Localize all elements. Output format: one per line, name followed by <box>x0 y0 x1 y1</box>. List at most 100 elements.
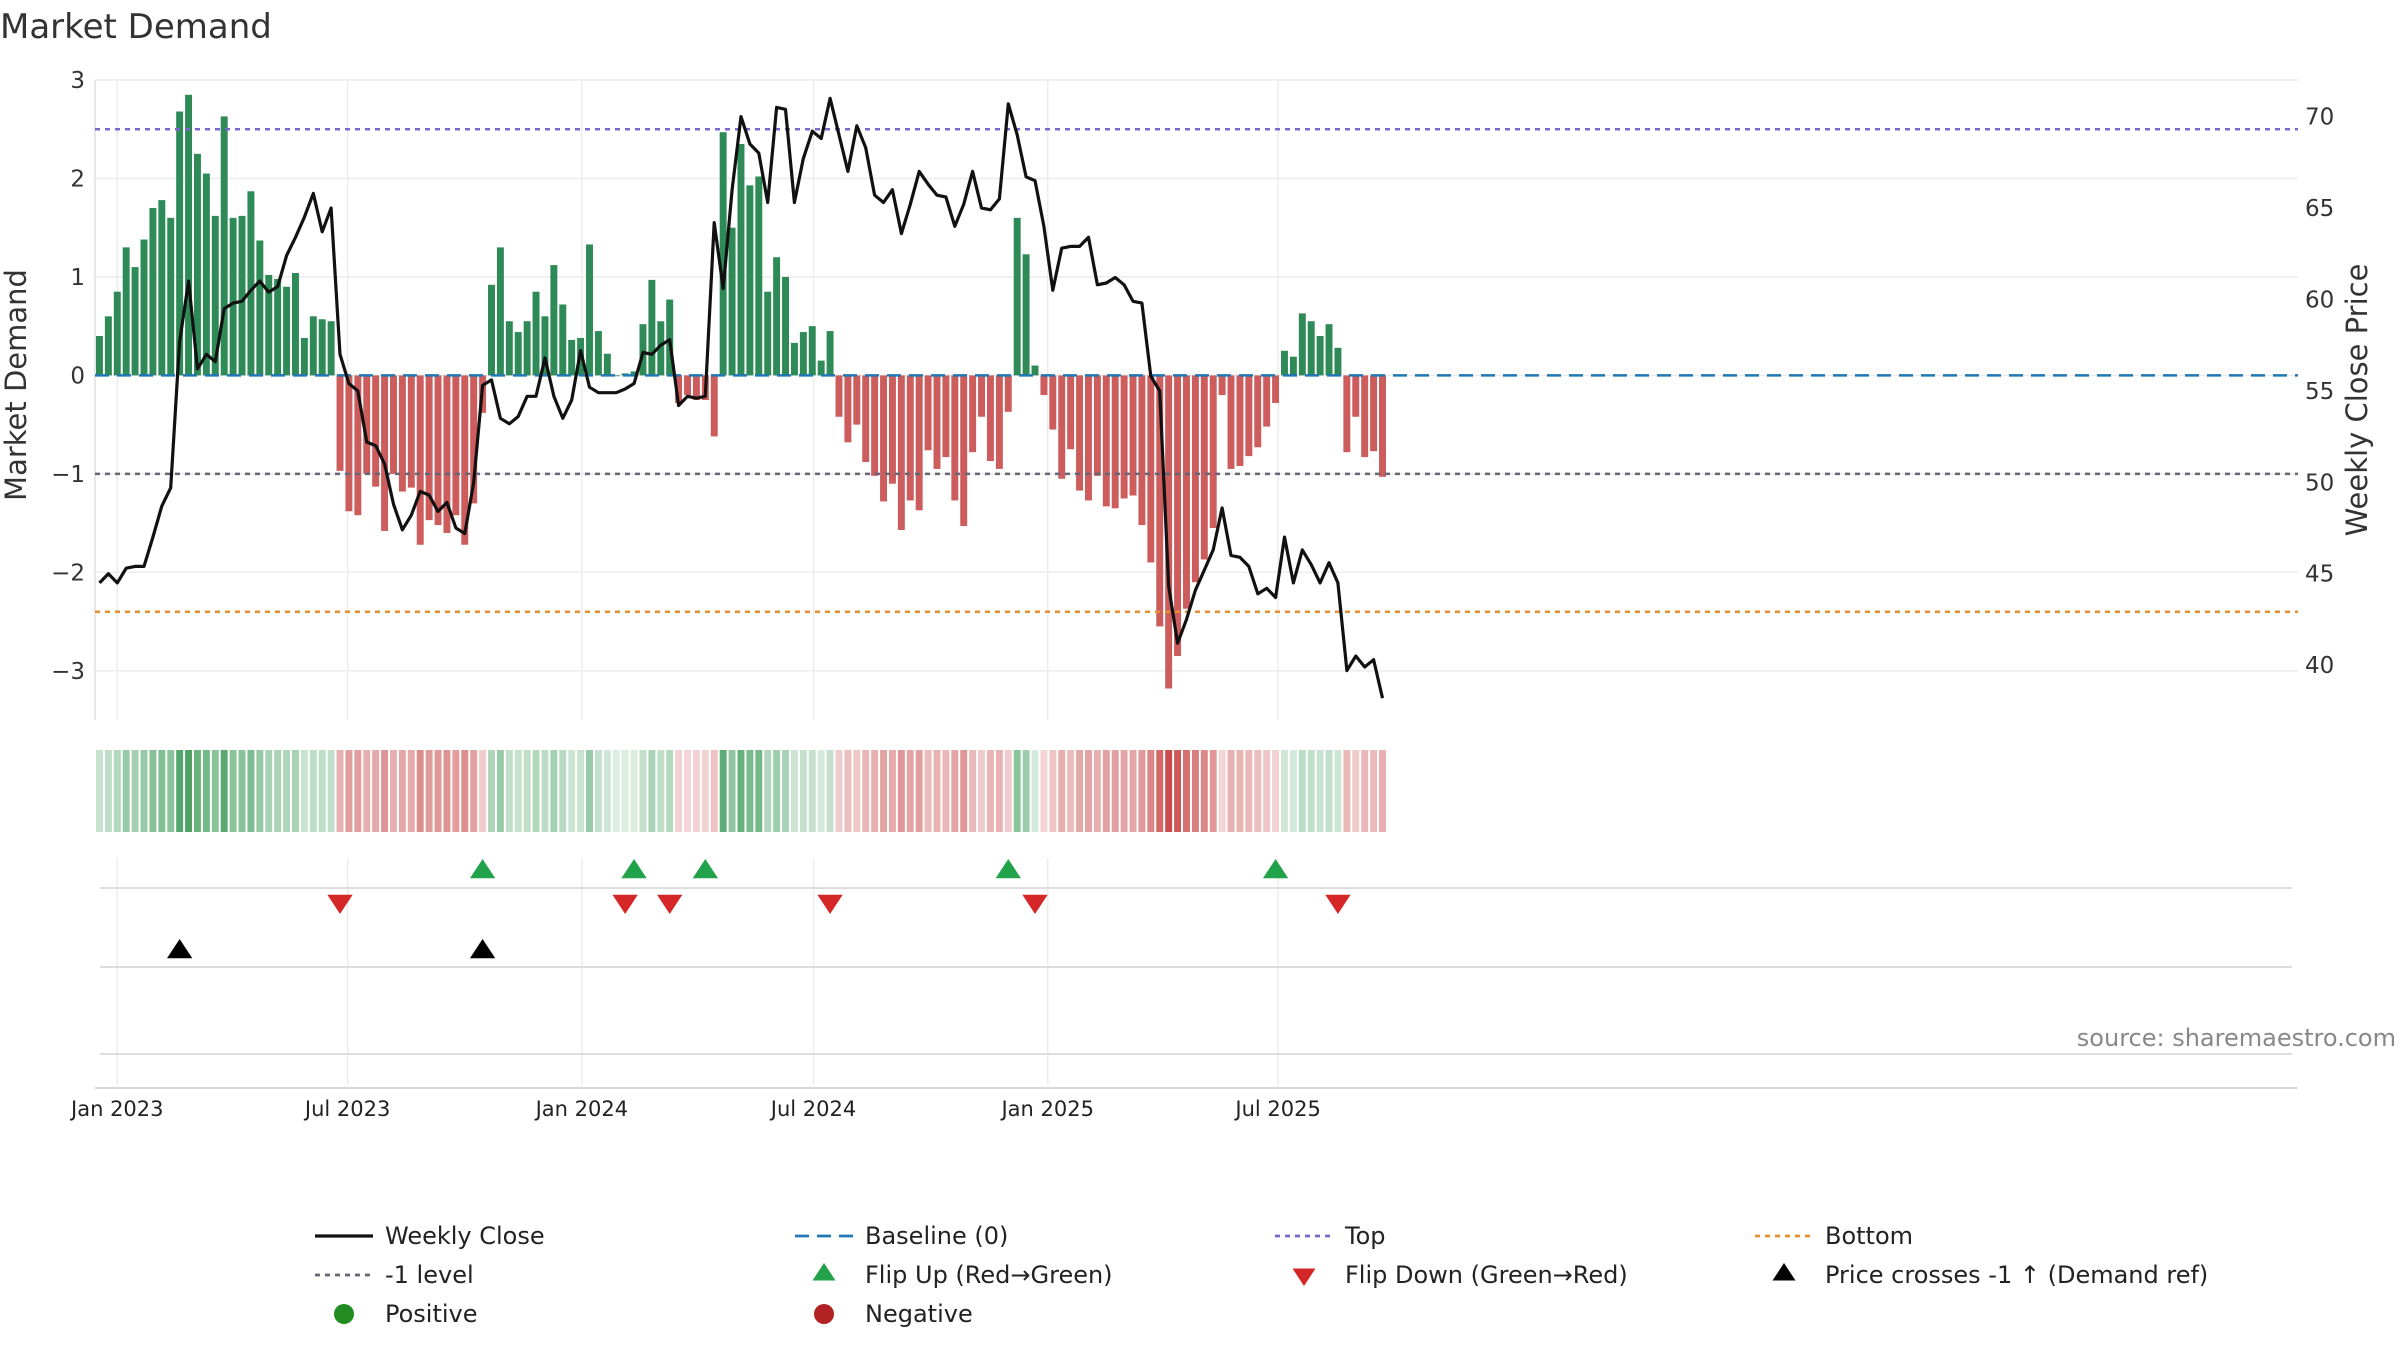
legend-label: Baseline (0) <box>865 1222 1008 1250</box>
strip-cell <box>363 750 371 832</box>
legend-item-positive: Positive <box>334 1300 478 1328</box>
strip-cell <box>960 750 968 832</box>
strip-cell <box>1227 750 1235 832</box>
strip-cell <box>238 750 246 832</box>
demand-bar <box>256 240 264 376</box>
strip-cell <box>327 750 335 832</box>
demand-bar <box>862 375 870 463</box>
demand-bar <box>1263 375 1271 427</box>
strip-cell <box>1218 750 1226 832</box>
demand-bar <box>648 279 656 376</box>
strip-cell <box>407 750 415 832</box>
strip-cell <box>470 750 478 832</box>
strip-cell <box>1254 750 1262 832</box>
demand-bar <box>434 375 442 526</box>
legend-item-ref-level: -1 level <box>315 1261 474 1289</box>
strip-cell <box>1102 750 1110 832</box>
demand-bar <box>666 299 674 376</box>
demand-bar <box>211 215 219 376</box>
demand-bar <box>104 316 112 376</box>
strip-cell <box>755 750 763 832</box>
strip-cell <box>416 750 424 832</box>
strip-cell <box>354 750 362 832</box>
strip-cell <box>880 750 888 832</box>
strip-cell <box>1209 750 1217 832</box>
strip-cell <box>1031 750 1039 832</box>
x-tick-label: Jul 2024 <box>769 1097 856 1121</box>
strip-cell <box>202 750 210 832</box>
strip-cell <box>737 750 745 832</box>
strip-cell <box>1111 750 1119 832</box>
demand-bar <box>1183 375 1190 609</box>
strip-cell <box>817 750 825 832</box>
strip-cell <box>862 750 870 832</box>
strip-cell <box>1156 750 1164 832</box>
strip-cell <box>719 750 727 832</box>
demand-bar <box>612 375 620 377</box>
legend-swatch <box>334 1304 354 1324</box>
strip-cell <box>274 750 282 832</box>
strip-cell <box>1289 750 1297 832</box>
strip-cell <box>933 750 941 832</box>
strip-cell <box>1013 750 1021 832</box>
demand-bar <box>960 375 968 527</box>
strip-cell <box>799 750 807 832</box>
flip-up-marker <box>1262 859 1289 879</box>
demand-bar <box>1236 375 1244 466</box>
strip-cell <box>1174 750 1182 832</box>
demand-bar <box>309 316 317 376</box>
legend-swatch <box>1292 1268 1316 1286</box>
flip-up-marker <box>469 859 496 879</box>
y-tick-label: 1 <box>70 265 85 291</box>
demand-bar <box>283 286 291 376</box>
strip-cell <box>666 750 674 832</box>
demand-bar <box>603 353 611 376</box>
strip-cell <box>995 750 1003 832</box>
strip-cell <box>425 750 433 832</box>
legend-label: Positive <box>385 1300 478 1328</box>
legend-label: -1 level <box>385 1261 474 1289</box>
demand-bar <box>1307 321 1315 376</box>
strip-cell <box>292 750 299 832</box>
demand-bar <box>176 111 184 376</box>
price-cross-marker <box>166 939 193 959</box>
strip-cell <box>612 750 620 832</box>
strip-cell <box>764 750 772 832</box>
weekly-close-line-group <box>98 96 1385 699</box>
strip-cell <box>1165 750 1173 832</box>
strip-cell <box>434 750 442 832</box>
demand-bar <box>274 278 282 376</box>
flip-down-marker <box>612 894 638 914</box>
strip-cell <box>915 750 923 832</box>
strip-cell <box>1076 750 1084 832</box>
demand-bar <box>1147 375 1155 563</box>
strip-cell <box>978 750 986 832</box>
strip-cell <box>835 750 843 832</box>
demand-bar <box>1129 375 1137 496</box>
strip-cell <box>523 750 531 832</box>
legend-item-weekly-close: Weekly Close <box>315 1222 545 1250</box>
strip-cell <box>648 750 656 832</box>
strip-cell <box>345 750 353 832</box>
demand-bar <box>568 339 576 376</box>
strip-cell <box>969 750 977 832</box>
demand-bar <box>327 321 335 376</box>
demand-bars <box>95 94 1386 689</box>
demand-bar <box>746 185 754 376</box>
demand-bar <box>808 326 816 376</box>
x-tick-label: Jul 2023 <box>303 1097 390 1121</box>
strip-cell <box>1281 750 1288 832</box>
demand-bar <box>1316 336 1324 376</box>
demand-bar <box>1076 375 1084 491</box>
strip-cell <box>452 750 460 832</box>
demand-bar <box>452 375 460 516</box>
demand-bar <box>1227 375 1235 469</box>
demand-bar <box>238 215 246 376</box>
price-cross-marker <box>469 939 496 959</box>
demand-bar <box>372 375 380 487</box>
demand-bar <box>122 247 130 376</box>
strip-cell <box>1200 750 1208 832</box>
strip-cell <box>265 750 273 832</box>
demand-bar <box>202 173 210 376</box>
legend-item-baseline: Baseline (0) <box>795 1222 1008 1250</box>
